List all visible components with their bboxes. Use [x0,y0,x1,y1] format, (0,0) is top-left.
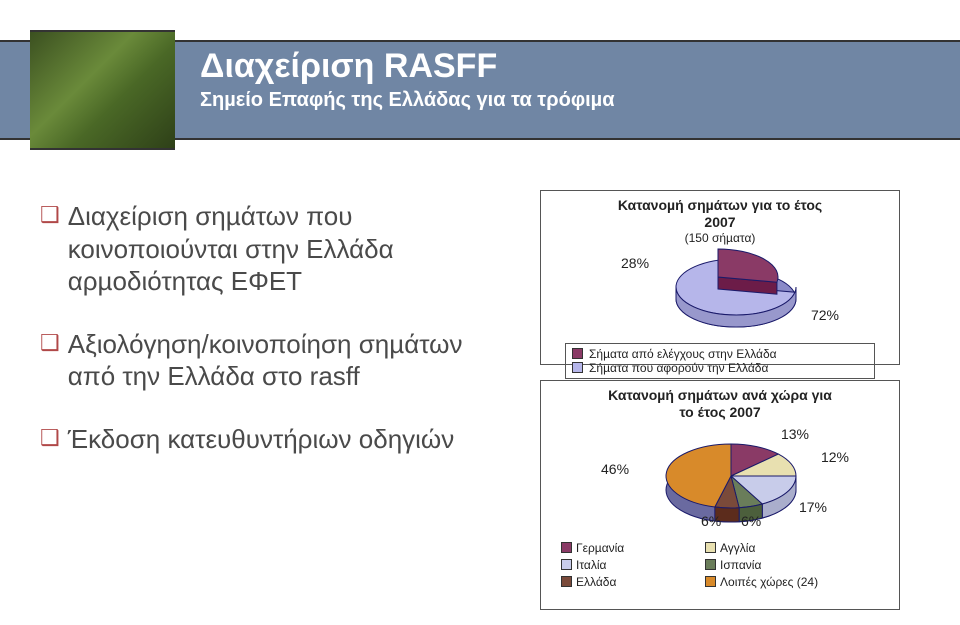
legend-row: Ελλάδα Λοιπές χώρες (24) [541,575,899,589]
chart2-label-13: 13% [781,426,809,442]
legend-swatch [572,348,583,359]
legend-text: Ισπανία [720,558,761,572]
bullet-text: Διαχείριση σηµάτων που κοινοποιούνται στ… [68,200,500,298]
header-image [30,30,175,150]
slide-title: Διαχείριση RASFF [200,48,615,85]
legend-row: Ιταλία Ισπανία [541,558,899,572]
legend-item: Λοιπές χώρες (24) [705,575,835,589]
chart1-pie-area: 28% 72% [541,245,899,340]
chart2-title-line2: το έτος 2007 [541,404,899,421]
bullet-item: ❑ Διαχείριση σηµάτων που κοινοποιούνται σ… [40,200,500,298]
slide-subtitle: Σηµείο Επαφής της Ελλάδας για τα τρόφιµα [200,89,615,112]
legend-item: Ιταλία [561,558,691,572]
legend-item: Σήµατα από ελέγχους στην Ελλάδα [572,347,868,361]
chart1-subtitle: (150 σήµατα) [541,231,899,245]
bullet-marker-icon: ❑ [40,332,60,354]
legend-item: Σήµατα που αφορούν την Ελλάδα [572,361,868,375]
chart2-title: Κατανοµή σηµάτων ανά χώρα για το έτος 20… [541,387,899,421]
chart1-title: Κατανοµή σηµάτων για το έτος 2007 (150 σ… [541,197,899,245]
legend-item: Αγγλία [705,541,835,555]
chart2-title-line1: Κατανοµή σηµάτων ανά χώρα για [541,387,899,404]
bullet-list: ❑ Διαχείριση σηµάτων που κοινοποιούνται σ… [40,200,500,485]
legend-text: Αγγλία [720,541,755,555]
header-text-block: Διαχείριση RASFF Σηµείο Επαφής της Ελλάδ… [200,48,615,112]
content-area: ❑ Διαχείριση σηµάτων που κοινοποιούνται σ… [0,180,960,620]
legend-text: Γερµανία [576,541,624,555]
bullet-text: Έκδοση κατευθυντήριων οδηγιών [68,423,455,456]
chart2-label-46: 46% [601,461,629,477]
bullet-item: ❑ Αξιολόγηση/κοινοποίηση σηµάτων από την … [40,328,500,393]
legend-item: Ισπανία [705,558,835,572]
bullet-text: Αξιολόγηση/κοινοποίηση σηµάτων από την Ε… [68,328,500,393]
chart2-pie-area: 13% 12% 17% 6% 6% 46% [541,421,899,541]
legend-text: Λοιπές χώρες (24) [720,575,818,589]
chart1-title-line2: 2007 [541,214,899,231]
legend-swatch [561,542,572,553]
bullet-item: ❑ Έκδοση κατευθυντήριων οδηγιών [40,423,500,456]
legend-row: Γερµανία Αγγλία [541,541,899,555]
legend-swatch [572,362,583,373]
chart2-legend: Γερµανία Αγγλία Ιταλία Ισπανία Ελλάδα Λοιπές … [541,541,899,589]
legend-text: Σήµατα από ελέγχους στην Ελλάδα [589,347,777,361]
legend-text: Σήµατα που αφορούν την Ελλάδα [589,361,768,375]
chart1-pie-svg [541,245,901,340]
chart2-label-17: 17% [799,499,827,515]
chart-distribution-2007: Κατανοµή σηµάτων για το έτος 2007 (150 σ… [540,190,900,365]
legend-swatch [705,576,716,587]
bullet-marker-icon: ❑ [40,427,60,449]
chart1-legend: Σήµατα από ελέγχους στην ΕλλάδαΣήµατα πο… [541,340,899,379]
chart1-label-72: 72% [811,307,839,323]
legend-swatch [705,559,716,570]
legend-text: Ιταλία [576,558,606,572]
legend-swatch [705,542,716,553]
legend-item: Ελλάδα [561,575,691,589]
chart1-label-28: 28% [621,255,649,271]
chart2-label-12: 12% [821,449,849,465]
legend-swatch [561,576,572,587]
chart2-label-6a: 6% [741,513,761,529]
chart-by-country-2007: Κατανοµή σηµάτων ανά χώρα για το έτος 20… [540,380,900,610]
chart2-label-6b: 6% [701,513,721,529]
legend-swatch [561,559,572,570]
legend-item: Γερµανία [561,541,691,555]
legend-text: Ελλάδα [576,575,616,589]
bullet-marker-icon: ❑ [40,204,60,226]
chart1-title-line1: Κατανοµή σηµάτων για το έτος [541,197,899,214]
